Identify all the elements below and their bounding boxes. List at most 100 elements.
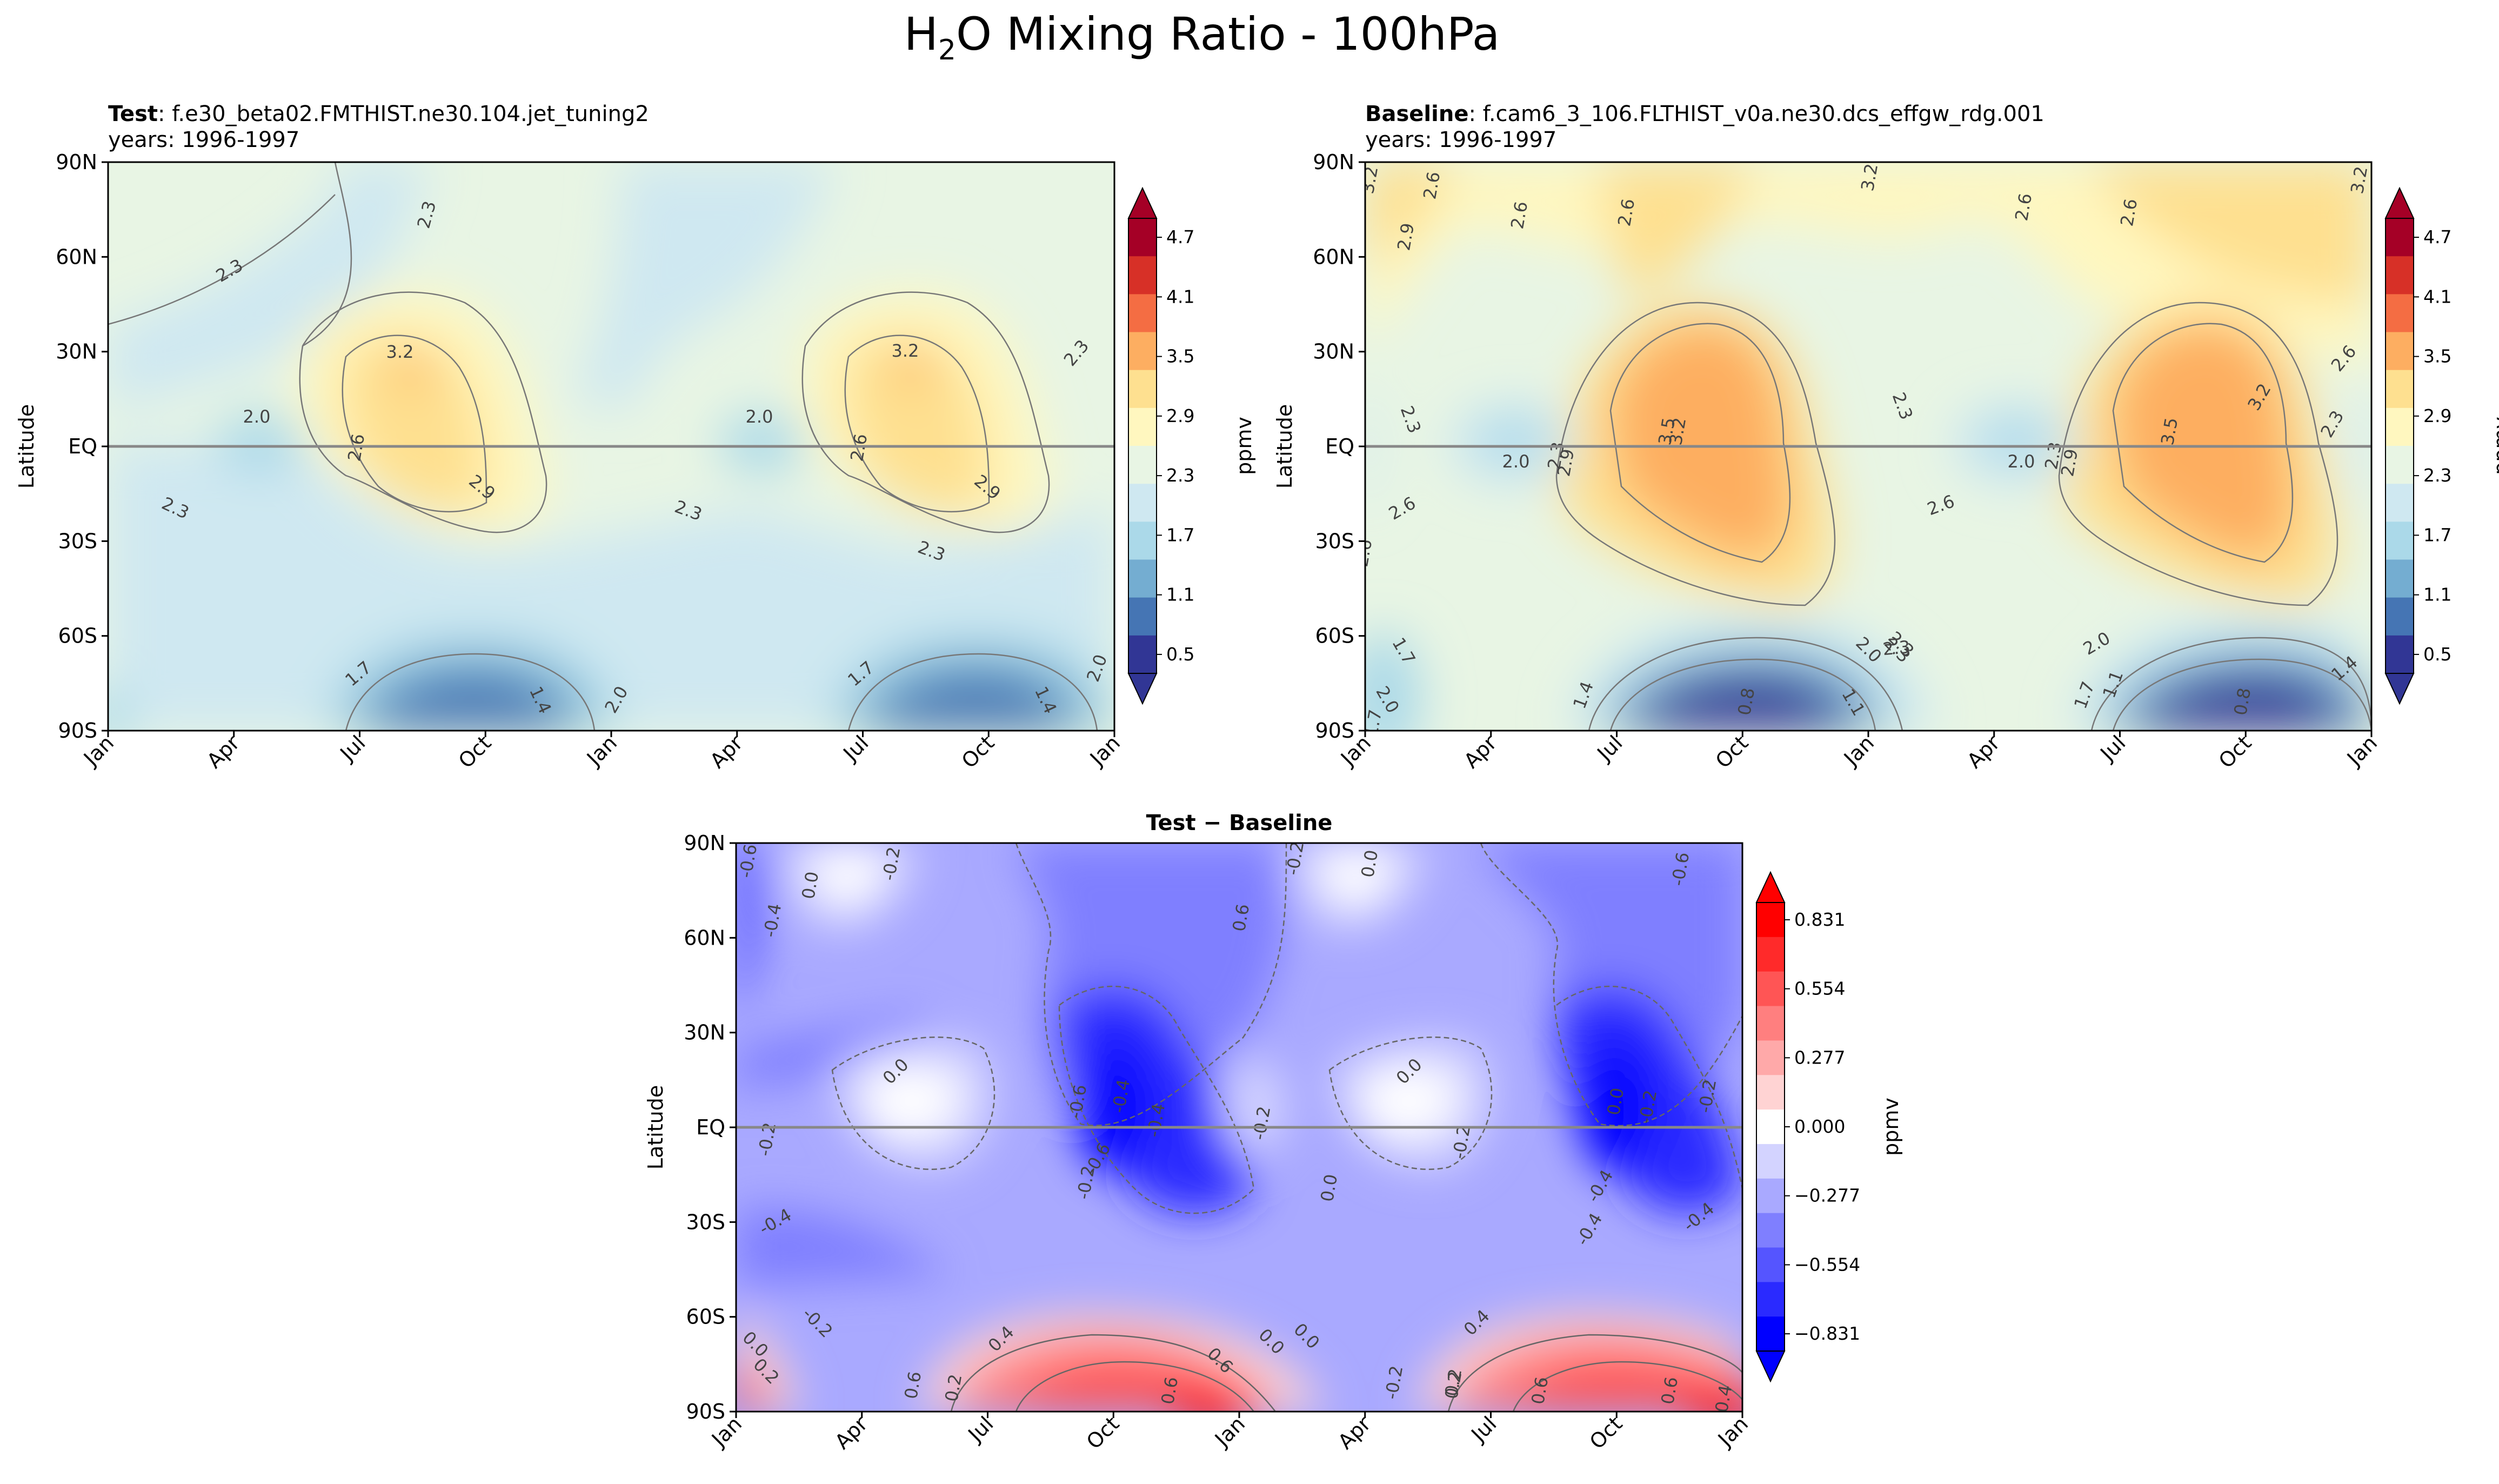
baseline-contour-label: 0.8 [1734, 686, 1759, 717]
diff-colorbar-segment [1756, 1040, 1785, 1075]
test-colorbar-segment [1128, 218, 1157, 257]
diff-contour-label: 0.0 [798, 870, 823, 901]
baseline-ytick-label: 30S [1315, 529, 1354, 553]
baseline-colorbar-segment [2386, 370, 2414, 409]
baseline-colorbar-segment [2386, 407, 2414, 446]
baseline-contour-label: 2.9 [2057, 447, 2082, 478]
diff-xtick-label: Jul [963, 1412, 998, 1447]
diff-colorbar-segment [1756, 1075, 1785, 1110]
test-xtick-label: Jul [335, 731, 370, 766]
baseline-contour-label: 2.9 [1393, 222, 1418, 252]
baseline-contour-label: 3.5 [1654, 416, 1679, 447]
diff-xtick-label: Apr [1333, 1412, 1375, 1454]
baseline-contour-label: 2.6 [1507, 200, 1532, 231]
baseline-contour-label: 2.6 [2116, 197, 2141, 228]
test-colorbar-tick-label: 2.3 [1166, 465, 1194, 486]
figure-suptitle: H2O Mixing Ratio - 100hPa [904, 8, 1500, 66]
baseline-contour-label: 2.6 [1419, 170, 1444, 201]
test-contour-label: 2.0 [746, 406, 773, 427]
baseline-xtick-label: Oct [2214, 731, 2256, 773]
baseline-ytick-label: 90S [1315, 719, 1354, 743]
diff-colorbar-segment [1756, 1178, 1785, 1214]
test-colorbar-tick-label: 4.1 [1166, 286, 1194, 307]
test-colorbar-tick-label: 0.5 [1166, 644, 1194, 665]
baseline-colorbar-segment [2386, 522, 2414, 560]
diff-xtick-label: Jan [1713, 1412, 1753, 1452]
diff-contour-label: 0.0 [1317, 1173, 1341, 1204]
test-colorbar-tick-label: 1.7 [1166, 524, 1194, 545]
diff-colorbar-extend-max [1755, 871, 1786, 903]
diff-xtick-label: Apr [830, 1412, 872, 1454]
baseline-colorbar-tick-label: 3.5 [2423, 346, 2451, 367]
test-colorbar-segment [1128, 370, 1157, 409]
baseline-colorbar-segment [2386, 218, 2414, 257]
baseline-subtitle: years: 1996-1997 [1365, 128, 1556, 152]
diff-ytick-label: 60N [684, 926, 725, 950]
test-panel: Test: f.e30_beta02.FMTHIST.ne30.104.jet_… [15, 102, 1256, 773]
baseline-ytick-label: 60N [1313, 245, 1354, 269]
diff-contour-label: 0.0 [1603, 1086, 1628, 1117]
test-xtick-label: Jul [838, 731, 873, 766]
diff-colorbar-segment [1756, 1213, 1785, 1248]
test-colorbar-segment [1128, 332, 1157, 371]
diff-contour-label: 0.2 [1441, 1367, 1466, 1398]
test-colorbar-segment [1128, 597, 1157, 636]
test-xtick-label: Jan [582, 731, 622, 771]
diff-contour-label: 0.6 [1527, 1375, 1552, 1406]
baseline-colorbar-tick-label: 2.9 [2423, 405, 2451, 426]
diff-contour-label: 0.6 [900, 1370, 925, 1401]
test-colorbar-segment [1128, 522, 1157, 560]
diff-xtick-label: Oct [1082, 1412, 1124, 1454]
test-colorbar-segment [1128, 484, 1157, 522]
baseline-colorbar-segment [2386, 294, 2414, 332]
test-contour-label: 2.0 [243, 406, 271, 427]
test-xtick-label: Apr [705, 731, 747, 773]
diff-xtick-label: Oct [1585, 1412, 1627, 1454]
diff-colorbar-segment [1756, 971, 1785, 1007]
diff-colorbar-segment [1756, 1247, 1785, 1282]
diff-ytick-label: 30N [684, 1021, 725, 1045]
baseline-ytick-label: 60S [1315, 624, 1354, 648]
test-xtick-label: Oct [957, 731, 999, 773]
baseline-xtick-label: Jul [2095, 731, 2130, 766]
baseline-xtick-label: Apr [1962, 731, 2004, 773]
test-colorbar-segment [1128, 294, 1157, 332]
baseline-colorbar-segment [2386, 256, 2414, 295]
test-colorbar-segment [1128, 407, 1157, 446]
baseline-contour-label: 2.6 [1614, 197, 1639, 228]
test-colorbar-segment [1128, 446, 1157, 484]
test-contour-label: 3.2 [892, 340, 919, 361]
diff-colorbar-segment [1756, 1316, 1785, 1352]
baseline-contour-label: 2.9 [1553, 447, 1578, 478]
baseline-colorbar-segment [2386, 559, 2414, 598]
baseline-colorbar-extend-max [2384, 186, 2415, 219]
diff-xtick-label: Jan [1210, 1412, 1250, 1452]
baseline-xtick-label: Jan [1839, 731, 1879, 771]
test-ytick-label: 90N [56, 150, 97, 174]
test-colorbar-segment [1128, 256, 1157, 295]
baseline-ytick-label: 30N [1313, 340, 1354, 364]
baseline-colorbar-segment [2386, 484, 2414, 522]
diff-contour-field: -0.60.0-0.2-0.4 0.6-0.2 0.0 -0.60.0-0.2 -0.2… [736, 843, 1742, 1412]
diff-contour-label: 0.6 [1157, 1375, 1182, 1406]
test-xtick-label: Apr [202, 731, 244, 773]
test-colorbar-tick-label: 4.7 [1166, 226, 1194, 248]
baseline-colorbar-tick-label: 1.7 [2423, 524, 2451, 545]
test-colorbar-extend-max [1127, 186, 1158, 219]
baseline-xtick-label: Apr [1459, 731, 1501, 773]
baseline-panel: Baseline: f.cam6_3_106.FLTHIST_v0a.ne30.… [1273, 102, 2499, 773]
test-colorbar-label: ppmv [1232, 417, 1256, 475]
diff-colorbar-tick-label: −0.831 [1794, 1323, 1860, 1344]
baseline-colorbar-tick-label: 2.3 [2423, 465, 2451, 486]
baseline-contour-label: 2.0 [1502, 451, 1530, 472]
diff-ytick-label: 90N [684, 831, 725, 855]
test-colorbar-extend-min [1127, 673, 1158, 705]
diff-colorbar-tick-label: 0.000 [1794, 1116, 1845, 1137]
diff-colorbar-segment [1756, 937, 1785, 972]
test-colorbar-segment [1128, 559, 1157, 598]
test-colorbar-tick-label: 2.9 [1166, 405, 1194, 426]
baseline-colorbar-tick-label: 0.5 [2423, 644, 2451, 665]
diff-ytick-label: 60S [686, 1305, 725, 1329]
test-colorbar-tick-label: 3.5 [1166, 346, 1194, 367]
